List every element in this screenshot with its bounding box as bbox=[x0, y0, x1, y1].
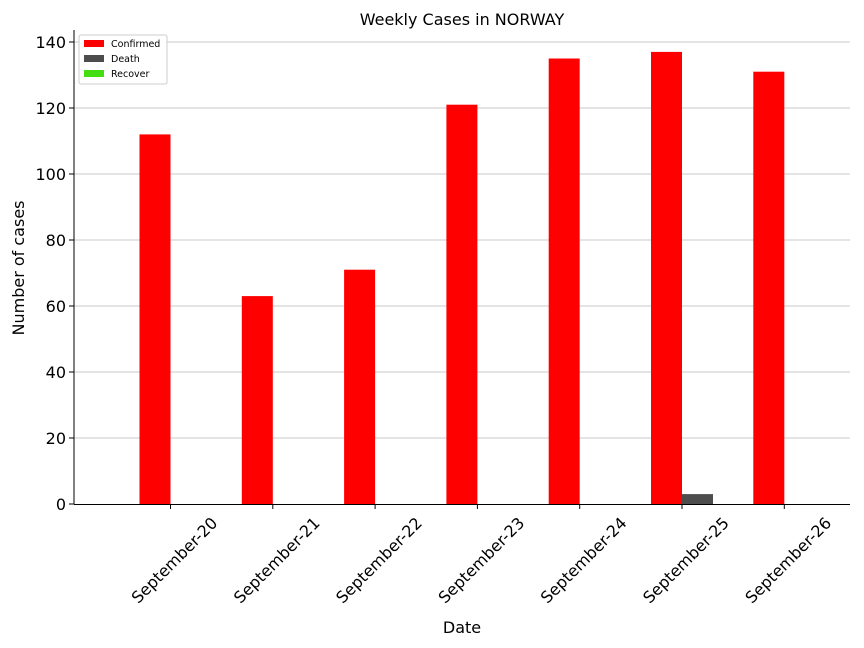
legend-swatch-recover bbox=[84, 70, 104, 77]
x-tick-label: September-26 bbox=[741, 513, 835, 607]
bar-confirmed-4 bbox=[548, 58, 580, 504]
bar-confirmed-2 bbox=[344, 269, 376, 504]
x-tick-label: September-21 bbox=[230, 513, 324, 607]
y-tick-label: 20 bbox=[46, 429, 66, 448]
bars bbox=[139, 51, 785, 505]
bar-death-5 bbox=[682, 494, 713, 504]
x-axis-title: Date bbox=[443, 618, 481, 637]
y-tick-label: 80 bbox=[46, 231, 66, 250]
legend-swatch-confirmed bbox=[84, 40, 104, 47]
x-ticks: September-20 September-21 September-22 Sept… bbox=[128, 504, 835, 607]
x-tick-label: September-25 bbox=[639, 513, 733, 607]
legend-label-death: Death bbox=[111, 54, 140, 65]
y-tick-label: 60 bbox=[46, 297, 66, 316]
bar-confirmed-5 bbox=[651, 51, 682, 505]
y-ticks: 0 20 40 60 80 100 120 140 bbox=[35, 33, 74, 514]
bar-confirmed-1 bbox=[241, 296, 273, 504]
bar-confirmed-0 bbox=[139, 134, 171, 504]
x-tick-label: September-22 bbox=[332, 513, 426, 607]
x-tick-label: September-20 bbox=[128, 513, 222, 607]
y-axis-title: Number of cases bbox=[9, 201, 28, 336]
y-tick-label: 140 bbox=[35, 33, 66, 52]
chart-title: Weekly Cases in NORWAY bbox=[360, 10, 565, 29]
bar-confirmed-3 bbox=[446, 104, 478, 504]
bar-confirmed-6 bbox=[753, 71, 785, 504]
y-tick-label: 0 bbox=[56, 495, 66, 514]
x-tick-label: September-23 bbox=[435, 513, 529, 607]
y-tick-label: 100 bbox=[35, 165, 66, 184]
legend: Confirmed Death Recover bbox=[78, 34, 168, 85]
axes bbox=[73, 30, 850, 505]
x-tick-label: September-24 bbox=[537, 513, 631, 607]
y-tick-label: 120 bbox=[35, 99, 66, 118]
legend-swatch-death bbox=[84, 55, 104, 62]
legend-label-confirmed: Confirmed bbox=[111, 39, 160, 50]
y-tick-label: 40 bbox=[46, 363, 66, 382]
legend-label-recover: Recover bbox=[111, 69, 150, 80]
